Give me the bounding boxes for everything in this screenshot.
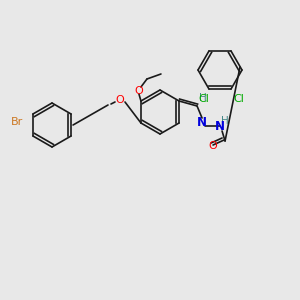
Text: Cl: Cl — [234, 94, 244, 104]
Text: N: N — [215, 119, 225, 133]
Text: Br: Br — [11, 117, 23, 127]
Text: O: O — [209, 141, 218, 151]
Text: O: O — [135, 86, 143, 96]
Text: H: H — [199, 93, 207, 103]
Text: O: O — [116, 95, 124, 105]
Text: Cl: Cl — [199, 94, 209, 104]
Text: H: H — [221, 116, 229, 126]
Text: N: N — [197, 116, 207, 130]
